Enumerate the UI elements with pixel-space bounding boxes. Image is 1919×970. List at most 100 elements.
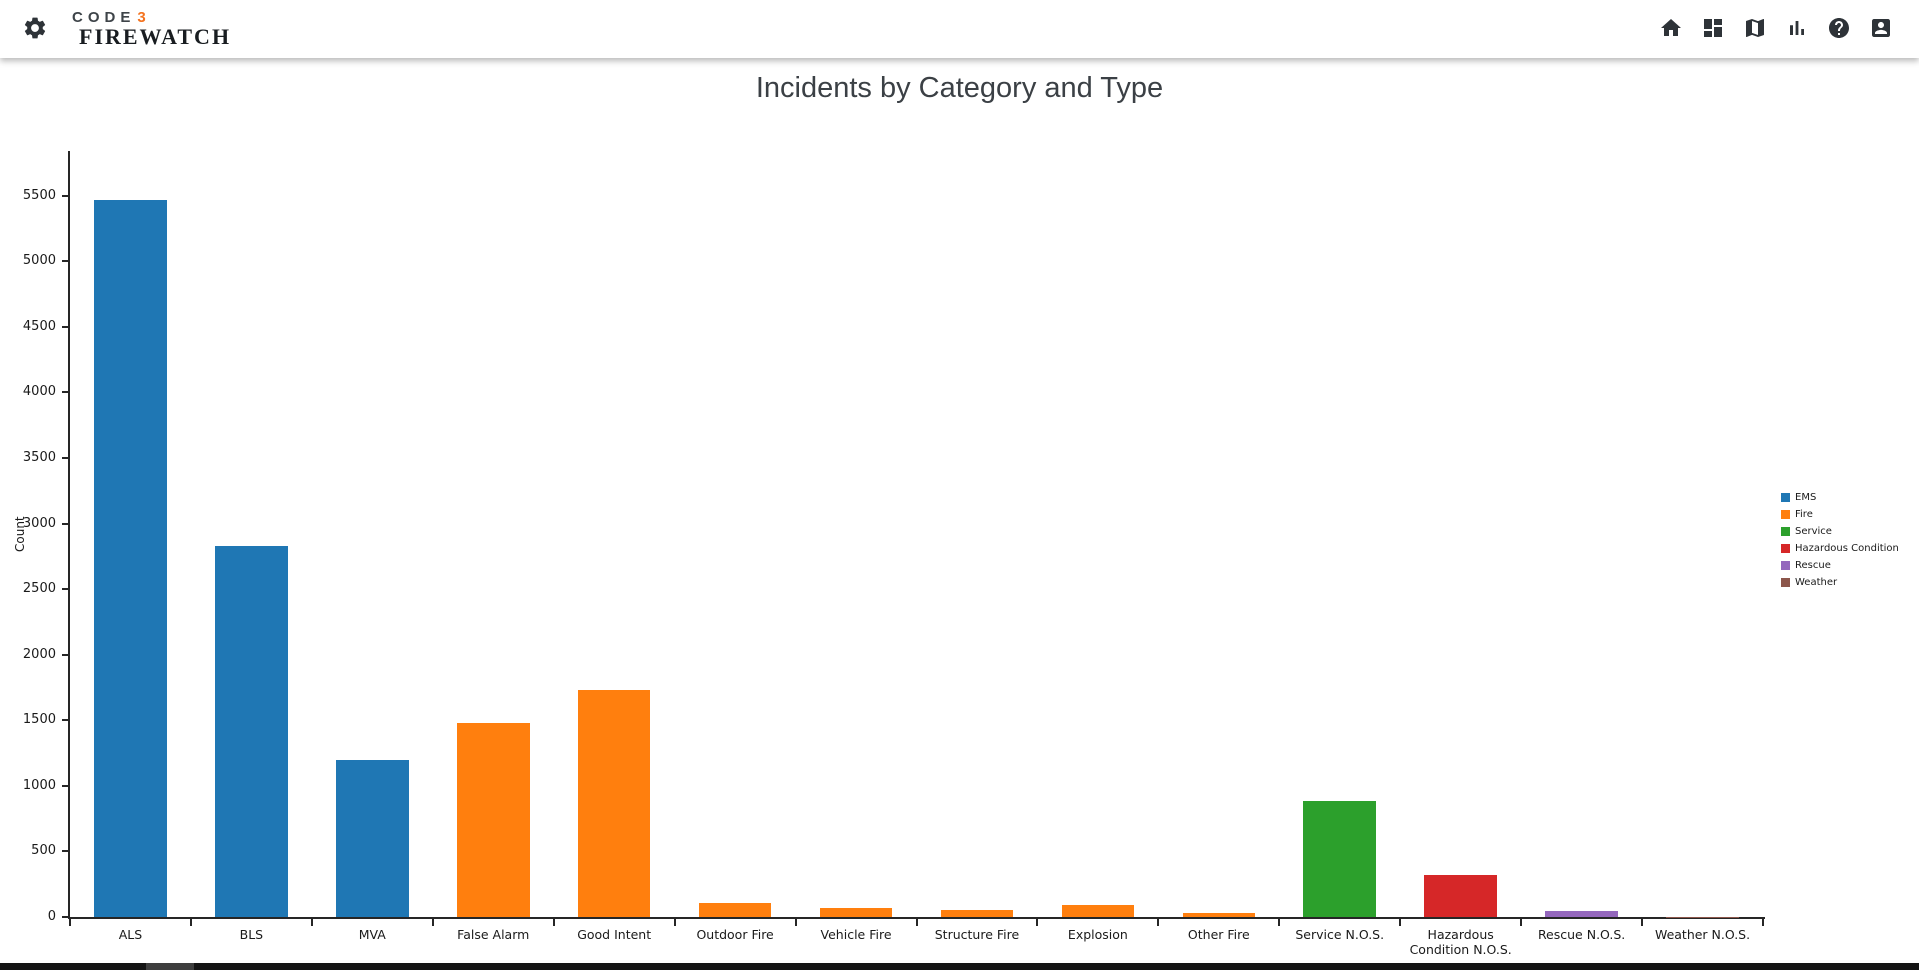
y-tick	[62, 260, 68, 263]
horizontal-scrollbar[interactable]	[0, 963, 1919, 970]
header-nav	[1659, 17, 1893, 41]
x-tick	[1762, 919, 1764, 926]
plot-area: 0 500 1000 1500 2000 2500 3000 3500 4000 4500 5000…	[23, 151, 1765, 957]
bar-chart-button[interactable]	[1785, 17, 1809, 41]
bar-structure-fire	[940, 909, 1014, 917]
scrollbar-thumb[interactable]	[146, 963, 194, 970]
logo-firewatch-text: FIREWATCH	[79, 24, 232, 49]
map-button[interactable]	[1743, 17, 1767, 41]
y-tick-label: 2000	[22, 646, 56, 662]
y-tick-label: 500	[31, 843, 56, 859]
x-category-label: Hazardous Condition N.O.S.	[1409, 927, 1512, 957]
bar-chart-icon	[1785, 16, 1809, 43]
dashboard-icon	[1701, 16, 1725, 43]
legend-swatch	[1781, 510, 1790, 519]
x-category-label: MVA	[358, 927, 386, 942]
bar-outdoor-fire	[698, 902, 772, 917]
bar-vehicle-fire	[819, 908, 893, 917]
x-tick	[1278, 919, 1281, 926]
bar-service-n-o-s-	[1303, 800, 1377, 917]
x-category-label: Explosion	[1067, 927, 1128, 942]
x-category-label: Outdoor Fire	[696, 927, 774, 942]
x-tick	[310, 919, 313, 926]
x-tick	[552, 919, 555, 926]
y-tick-label: 2500	[22, 581, 56, 597]
y-tick-label: 4000	[22, 384, 56, 400]
y-tick-label: 4500	[22, 318, 56, 334]
dashboard-button[interactable]	[1701, 17, 1725, 41]
y-tick	[62, 784, 68, 787]
y-tick	[62, 194, 68, 197]
x-tick	[794, 919, 797, 926]
x-tick	[915, 919, 918, 926]
y-tick-label: 5500	[22, 187, 56, 203]
help-icon	[1827, 16, 1851, 43]
x-category-label: BLS	[239, 927, 264, 942]
legend-item: Rescue	[1781, 560, 1899, 571]
x-category-label: Good Intent	[577, 927, 652, 942]
help-button[interactable]	[1827, 17, 1851, 41]
map-icon	[1743, 16, 1767, 43]
home-icon	[1659, 16, 1683, 43]
x-category-label: Other Fire	[1187, 927, 1250, 942]
incidents-chart: Count 0 500 1000 1500 2000 2500 3000 3500 4000 45…	[13, 151, 1919, 957]
legend-label: Weather	[1795, 577, 1838, 588]
x-category-label: Weather N.O.S.	[1654, 927, 1751, 942]
bar-explosion	[1061, 905, 1135, 917]
bar-rescue-n-o-s-	[1545, 911, 1618, 917]
x-category-label: Rescue N.O.S.	[1537, 927, 1626, 942]
account-button[interactable]	[1869, 17, 1893, 41]
y-tick	[62, 588, 68, 591]
legend-label: Fire	[1795, 509, 1813, 520]
y-tick	[62, 719, 68, 722]
x-category-label: Structure Fire	[934, 927, 1020, 942]
legend-swatch	[1781, 578, 1790, 587]
legend-swatch	[1781, 544, 1790, 553]
y-tick	[62, 916, 68, 918]
y-tick	[62, 522, 68, 525]
x-tick	[189, 919, 192, 926]
account-icon	[1869, 16, 1893, 43]
legend-swatch	[1781, 561, 1790, 570]
y-tick	[62, 325, 68, 328]
app-logo[interactable]: CODE 3 FIREWATCH	[72, 10, 231, 48]
x-tick	[431, 919, 434, 926]
legend-label: Rescue	[1795, 560, 1831, 571]
x-tick	[1641, 919, 1644, 926]
y-tick-label: 1500	[22, 712, 56, 728]
y-tick	[62, 391, 68, 394]
bar-hazardous-condition-n-o-s-	[1424, 875, 1497, 917]
logo-code-text: CODE	[72, 9, 136, 26]
x-tick	[1399, 919, 1402, 926]
logo-code3: CODE 3	[72, 10, 231, 25]
legend-label: Service	[1795, 526, 1832, 537]
bar-false-alarm	[456, 722, 530, 917]
y-tick-label: 1000	[22, 777, 56, 793]
legend-swatch	[1781, 527, 1790, 536]
app-header: CODE 3 FIREWATCH	[0, 0, 1919, 58]
bar-bls	[215, 545, 288, 917]
x-tick	[673, 919, 676, 926]
x-tick	[1036, 919, 1039, 926]
y-tick	[62, 653, 68, 656]
home-button[interactable]	[1659, 17, 1683, 41]
bar-good-intent	[577, 690, 651, 917]
bar-als	[94, 199, 167, 917]
y-tick-label: 3000	[22, 515, 56, 531]
legend-item: Weather	[1781, 577, 1899, 588]
x-tick	[69, 919, 71, 926]
x-category-label: ALS	[118, 927, 143, 942]
settings-button[interactable]	[22, 16, 48, 42]
legend-item: EMS	[1781, 492, 1899, 503]
y-tick-label: 0	[47, 909, 56, 924]
x-category-label: False Alarm	[457, 927, 530, 942]
legend-label: EMS	[1795, 492, 1817, 503]
y-tick-label: 5000	[22, 253, 56, 269]
legend-item: Fire	[1781, 509, 1899, 520]
x-category-label: Service N.O.S.	[1295, 927, 1385, 942]
legend-item: Hazardous Condition	[1781, 543, 1899, 554]
legend-item: Service	[1781, 526, 1899, 537]
y-tick	[62, 456, 68, 459]
page-title: Incidents by Category and Type	[755, 72, 1164, 104]
chart-legend: EMS Fire Service Hazardous Condition Rescue W…	[1781, 492, 1899, 594]
